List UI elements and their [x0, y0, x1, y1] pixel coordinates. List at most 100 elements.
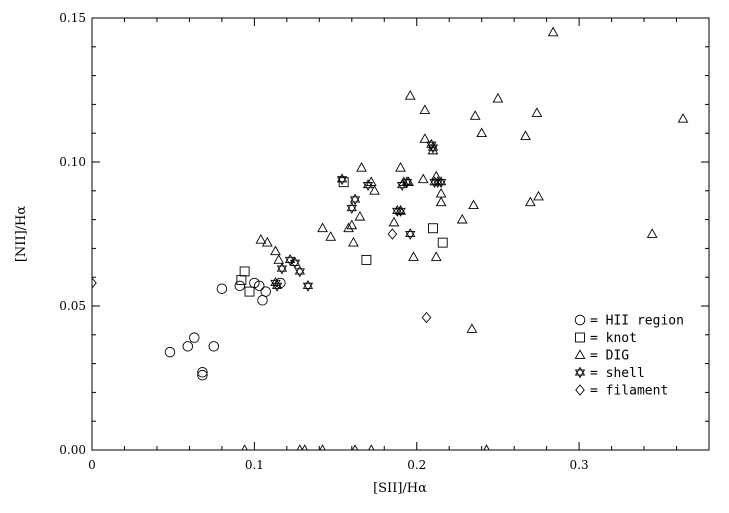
shell-point: [294, 265, 306, 278]
knot-point: [236, 275, 247, 286]
dig-point: [430, 170, 442, 181]
legend-label: = filament: [590, 384, 668, 399]
shell-point: [435, 176, 447, 189]
legend-label: = knot: [590, 331, 637, 346]
legend-label: = shell: [590, 366, 645, 381]
shell-point: [289, 256, 301, 269]
shell-point: [346, 202, 357, 214]
hii-region-point: [257, 294, 268, 306]
legend-marker: [574, 366, 586, 379]
dig-point: [456, 213, 468, 224]
dig-point: [430, 251, 442, 261]
dig-point: [468, 199, 479, 210]
axis-ticks: 0 0.1 0.2 0.3 0.00 0.05 0.10 0.15: [59, 11, 710, 472]
shell-point: [395, 205, 406, 217]
legend-marker: [575, 332, 585, 343]
shell-point: [271, 279, 283, 292]
hii-region-point: [197, 369, 208, 381]
dig-point: [346, 219, 358, 230]
axis-edge-point: [296, 444, 304, 450]
dig-point: [417, 173, 429, 184]
legend-label: = DIG: [590, 349, 629, 364]
dig-point: [388, 216, 400, 227]
filament-point: [387, 228, 398, 240]
shell-point: [336, 173, 348, 186]
dig-point: [646, 228, 658, 238]
hii-region-point: [164, 346, 176, 358]
axis-edge-point: [483, 444, 490, 450]
hii-region-point: [197, 366, 208, 378]
dig-point: [419, 133, 431, 143]
shell-point: [284, 254, 296, 266]
dig-point: [547, 26, 559, 37]
x-tick-label: 0.1: [245, 458, 264, 472]
dig-point: [369, 185, 380, 195]
dig-point: [419, 104, 431, 115]
hii-region-point: [208, 341, 220, 352]
legend-label: = HII region: [590, 314, 684, 329]
filament-point: [92, 277, 97, 289]
dig-point: [317, 222, 328, 233]
knot-point: [239, 266, 250, 277]
shell-point: [401, 176, 413, 189]
dig-point: [520, 130, 531, 140]
dig-point: [343, 222, 354, 233]
dig-point: [348, 236, 359, 247]
y-tick-label: 0.10: [59, 155, 86, 169]
filament-point: [421, 311, 432, 324]
legend-marker: [574, 349, 586, 359]
dig-point: [533, 190, 544, 201]
hii-region-point: [216, 283, 228, 294]
y-tick-label: 0.15: [59, 11, 86, 25]
knot-point: [244, 286, 255, 297]
dig-point: [273, 254, 285, 264]
dig-point: [404, 90, 416, 100]
knot-point: [361, 254, 372, 265]
dig-point: [270, 245, 281, 256]
x-tick-label: 0.2: [407, 458, 426, 472]
knot-point: [437, 237, 448, 248]
x-axis-title: [SII]/Hα: [373, 481, 427, 496]
dig-point: [395, 162, 406, 172]
legend-marker: [574, 314, 586, 326]
dig-point: [354, 211, 366, 221]
hii-region-point: [260, 286, 271, 297]
dig-point: [466, 323, 478, 333]
hii-region-point: [234, 280, 246, 292]
shell-point: [362, 179, 374, 191]
y-axis-title: [NII]/Hα: [14, 206, 29, 263]
hii-region-point: [253, 280, 265, 292]
dig-point: [403, 176, 414, 187]
dig-point: [492, 92, 504, 103]
axis-edge-point: [351, 444, 359, 450]
dig-point: [476, 127, 488, 138]
shell-point: [349, 193, 361, 206]
hii-region-point: [189, 332, 200, 343]
knot-point: [428, 223, 438, 234]
dig-point: [408, 251, 419, 261]
y-tick-label: 0.05: [59, 299, 86, 313]
shell-point: [276, 262, 288, 275]
legend-marker: [575, 384, 585, 396]
axis-edge-point: [319, 444, 326, 450]
dig-point: [531, 107, 543, 117]
axis-edge-point: [241, 444, 248, 450]
y-tick-label: 0.00: [59, 443, 86, 457]
shell-point: [396, 179, 408, 191]
data-markers: [92, 26, 689, 450]
dig-point: [325, 231, 337, 241]
dig-point: [255, 234, 267, 244]
axis-edge-point: [301, 444, 308, 450]
x-tick-label: 0.3: [570, 458, 589, 472]
shell-point: [427, 141, 439, 154]
x-tick-label: 0: [88, 458, 96, 472]
shell-point: [302, 279, 314, 292]
dig-point: [677, 113, 689, 123]
dig-point: [435, 196, 447, 207]
dig-point: [261, 236, 273, 247]
dig-point: [356, 162, 367, 172]
legend: = HII region = knot = DIG = shell = filament: [574, 314, 684, 399]
dig-point: [435, 187, 447, 198]
hii-region-point: [182, 341, 194, 352]
